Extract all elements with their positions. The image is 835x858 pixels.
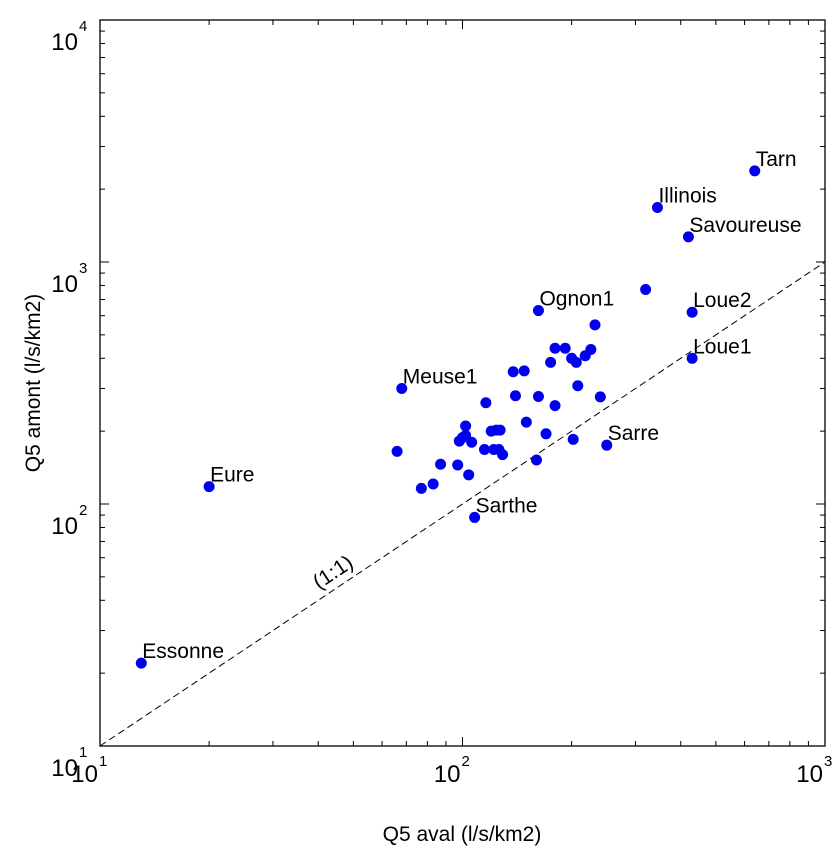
data-point: [549, 342, 561, 354]
data-point: [567, 433, 579, 445]
data-point: [485, 425, 497, 437]
data-point: [507, 366, 519, 378]
data-point: [520, 416, 532, 428]
data-point: [594, 391, 606, 403]
y-tick-label-exponent: 3: [79, 260, 87, 277]
data-point-ognon1: [532, 305, 544, 317]
data-point: [572, 380, 584, 392]
data-point: [415, 482, 427, 494]
point-label-essonne: Essonne: [142, 640, 224, 663]
data-point: [435, 458, 447, 470]
data-point-loue2: [686, 306, 698, 318]
point-label-loue1: Loue1: [693, 335, 751, 358]
point-label-meuse1: Meuse1: [403, 366, 478, 389]
reference-line-1to1: [99, 261, 826, 747]
data-point: [453, 435, 465, 447]
data-point: [479, 443, 491, 455]
axis-ticks: [99, 20, 825, 747]
data-point: [427, 478, 439, 490]
point-label-tarn: Tarn: [756, 148, 797, 171]
y-tick-label: 10: [51, 29, 78, 56]
data-point: [497, 449, 509, 461]
data-point: [466, 436, 478, 448]
data-point: [530, 454, 542, 466]
data-point-illinois: [651, 201, 663, 213]
y-tick-label-exponent: 4: [79, 18, 87, 35]
data-point-savoureuse: [682, 231, 694, 243]
data-point-meuse1: [396, 383, 408, 395]
data-point-eure: [203, 481, 215, 493]
point-label-illinois: Illinois: [658, 184, 716, 207]
data-point: [549, 400, 561, 412]
point-label-ognon1: Ognon1: [539, 288, 614, 311]
data-point: [391, 445, 403, 457]
y-tick-label: 10: [51, 513, 78, 540]
y-tick-label-exponent: 2: [79, 502, 87, 519]
point-label-loue2: Loue2: [693, 289, 751, 312]
data-point: [589, 319, 601, 331]
data-point-loue1: [686, 352, 698, 364]
data-point: [509, 390, 521, 402]
reference-line-label: (1:1): [309, 551, 358, 594]
data-point: [570, 356, 582, 368]
data-point: [545, 356, 557, 368]
data-point: [518, 365, 530, 377]
data-point-tarn: [749, 165, 761, 177]
x-tick-label-exponent: 3: [824, 753, 832, 770]
data-point: [494, 424, 506, 436]
x-tick-label: 10: [71, 761, 98, 788]
data-points: [135, 165, 761, 669]
x-tick-label: 10: [796, 761, 823, 788]
data-point: [579, 350, 591, 362]
data-point: [640, 283, 652, 295]
x-axis-label: Q5 aval (l/s/km2): [383, 823, 542, 846]
y-tick-label: 10: [51, 271, 78, 298]
data-point: [463, 469, 475, 481]
data-point: [540, 428, 552, 440]
data-point: [559, 342, 571, 354]
y-tick-label-exponent: 1: [79, 744, 87, 761]
data-point: [452, 459, 464, 471]
point-label-sarthe: Sarthe: [476, 494, 538, 517]
data-point-sarre: [601, 439, 613, 451]
data-point-sarthe: [469, 511, 481, 523]
y-axis-label: Q5 amont (l/s/km2): [22, 294, 45, 473]
x-tick-label-exponent: 2: [462, 753, 470, 770]
data-point: [532, 391, 544, 403]
data-point: [480, 397, 492, 409]
point-label-eure: Eure: [210, 464, 254, 487]
point-label-savoureuse: Savoureuse: [689, 214, 801, 237]
y-tick-label: 10: [51, 755, 78, 782]
point-labels: Tarn Illinois Savoureuse Ognon1 Loue2 Loue1 Me…: [142, 148, 801, 663]
x-tick-label: 10: [434, 761, 461, 788]
data-point-essonne: [135, 657, 147, 669]
data-point: [460, 420, 472, 432]
point-label-sarre: Sarre: [608, 422, 659, 445]
x-tick-label-exponent: 1: [99, 753, 107, 770]
